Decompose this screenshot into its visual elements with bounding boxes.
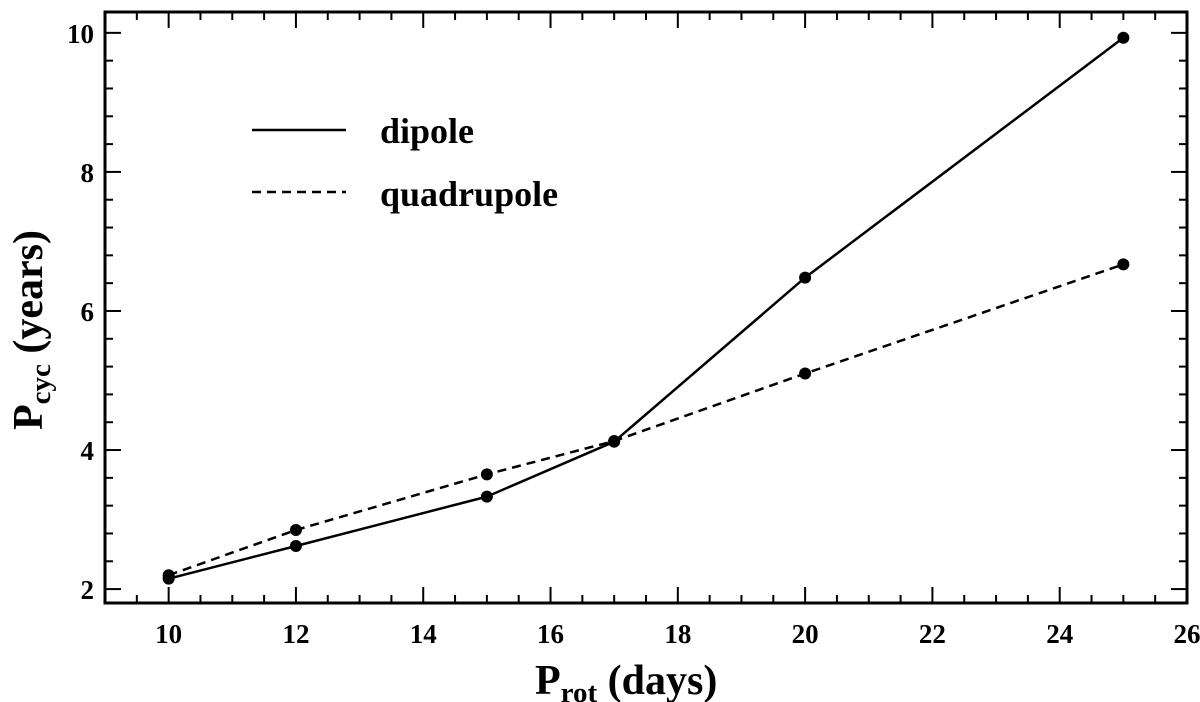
legend-label-quadrupole: quadrupole [380,174,558,214]
x-tick-label: 24 [1046,619,1073,649]
x-axis-title-sub: rot [561,677,598,702]
x-tick-label: 12 [282,619,309,649]
x-tick-label: 16 [537,619,564,649]
x-axis-title-main: P [535,658,561,702]
legend: dipole quadrupole [252,111,558,214]
series-line-quadrupole [168,263,1124,577]
x-tick-label: 14 [410,619,437,649]
y-axis-title-sub: cyc [25,364,57,404]
y-tick-label: 4 [81,436,95,466]
data-point-dipole [1117,31,1130,44]
x-tick-label: 18 [664,619,691,649]
data-point-quadrupole [480,468,493,481]
data-point-dipole [289,539,302,552]
x-tick-label: 22 [919,619,946,649]
y-tick-label: 8 [81,158,95,188]
x-tick-label: 20 [792,619,819,649]
data-point-quadrupole [608,434,621,447]
data-point-quadrupole [1117,258,1130,271]
x-tick-label: 10 [155,619,182,649]
data-point-dipole [799,271,812,284]
y-axis-title-main: P [6,404,52,430]
data-point-quadrupole [799,367,812,380]
data-point-dipole [480,490,493,503]
data-point-quadrupole [162,569,175,582]
legend-label-dipole: dipole [380,111,474,151]
y-tick-label: 6 [81,297,95,327]
y-axis-title-rest: (years) [6,230,52,364]
plot-marks [162,31,1130,585]
x-tick-label: 26 [1174,619,1200,649]
y-tick-label: 10 [67,19,94,49]
x-axis-title-rest: (days) [597,658,717,702]
data-point-quadrupole [289,523,302,536]
x-axis-title: Prot (days) [535,658,717,702]
plot-frame [103,10,1189,605]
y-axis-title: Pcyc (years) [6,230,57,430]
y-tick-label: 2 [81,575,95,605]
series-line-dipole [168,36,1125,580]
